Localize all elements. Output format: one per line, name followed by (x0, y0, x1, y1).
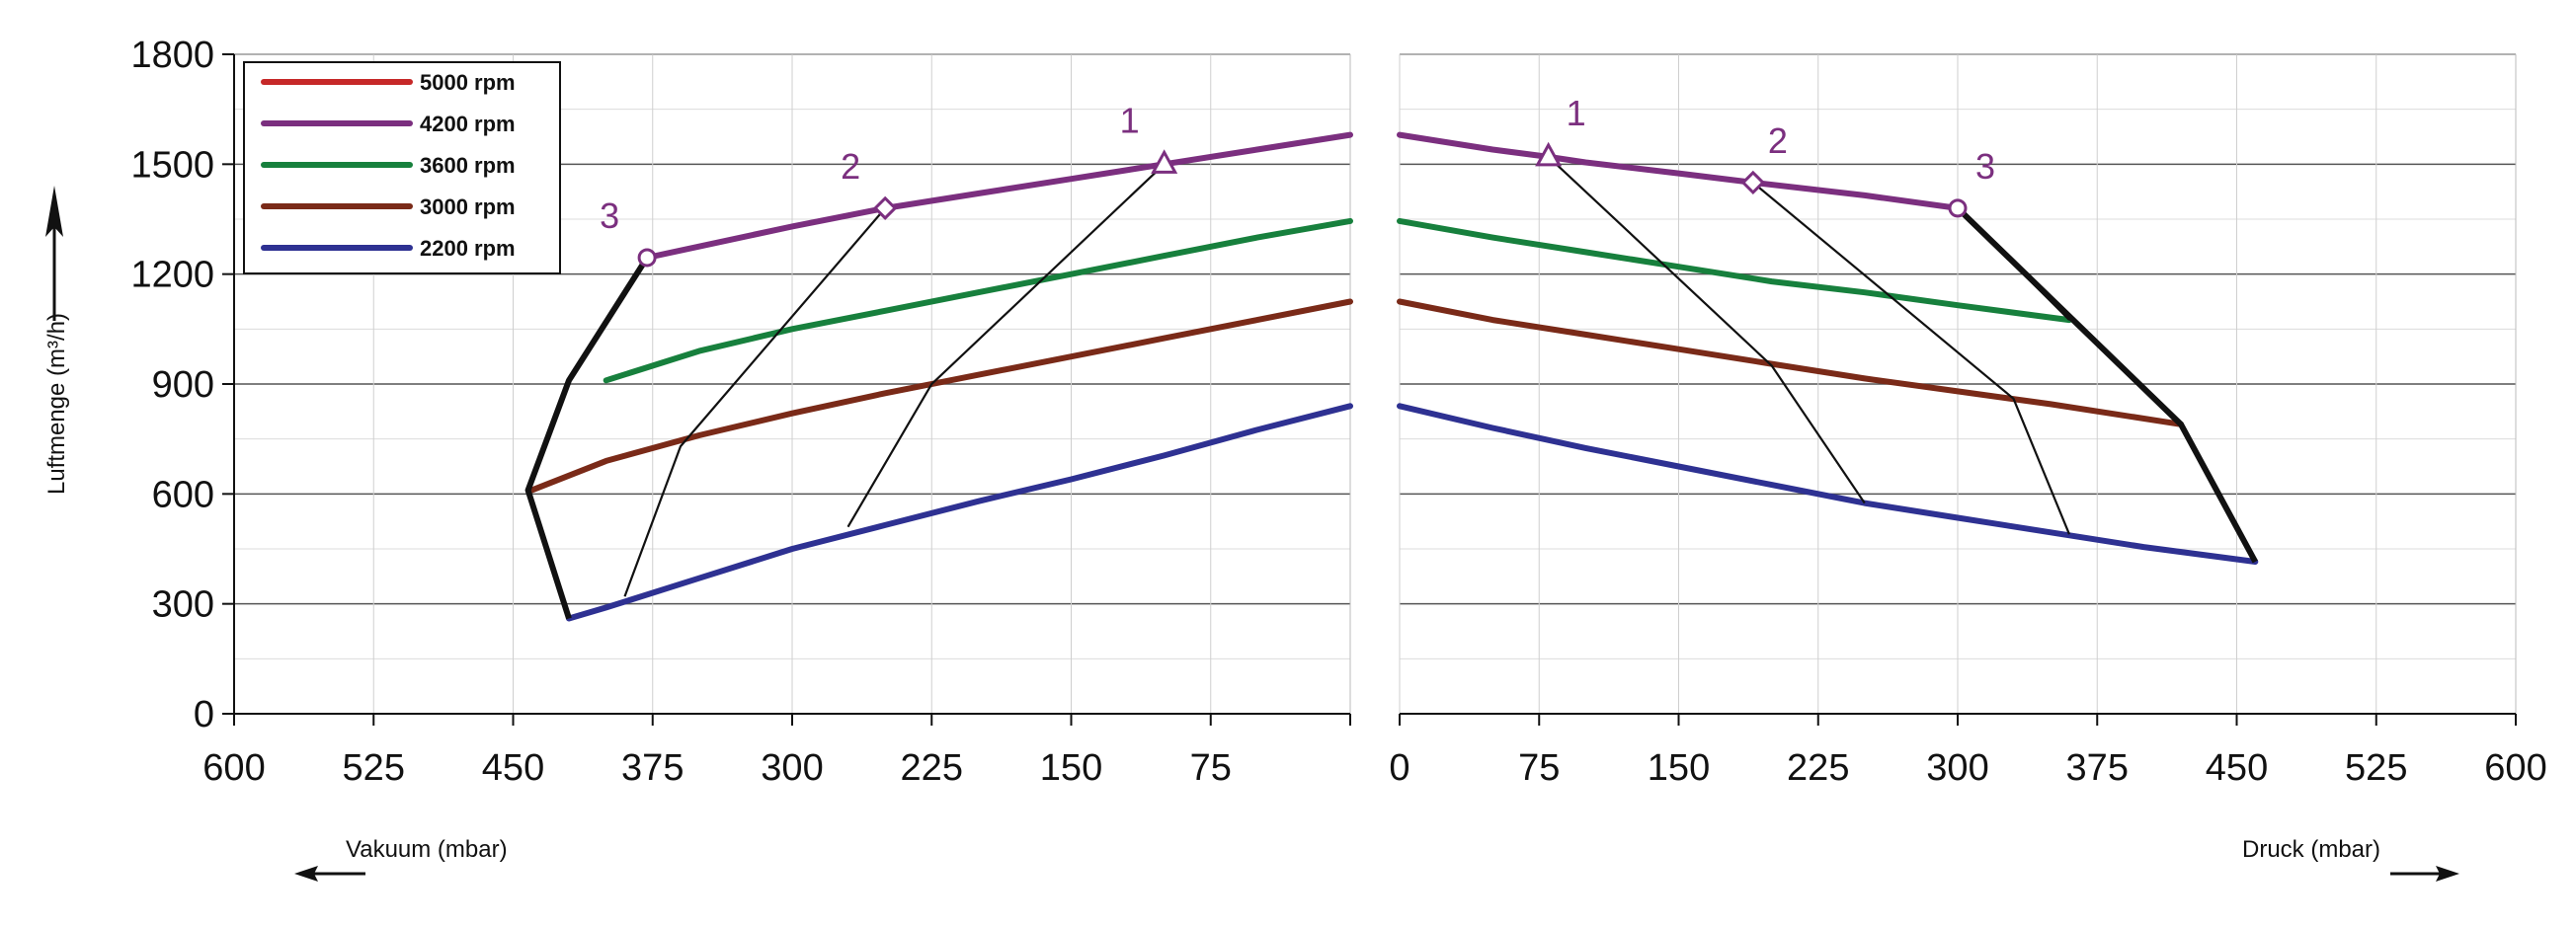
x-tick-label: 450 (2206, 747, 2268, 789)
point-label-pressure-3: 3 (1975, 146, 1995, 187)
point-label-vacuum-1: 1 (1120, 100, 1140, 140)
boundary-pressure (1955, 205, 2258, 564)
point-label-pressure-1: 1 (1567, 93, 1586, 133)
point-label-vacuum-3: 3 (600, 195, 619, 236)
legend: 5000 rpm 4200 rpm 3600 rpm 3000 rpm 2200 rpm (243, 61, 561, 274)
y-tick-label: 300 (152, 584, 214, 626)
boundary-vacuum (524, 256, 650, 620)
legend-label-2200-rpm: 2200 rpm (420, 236, 516, 261)
x-tick-label: 150 (1040, 747, 1102, 789)
series-4200-rpm-vacuum (644, 131, 1353, 261)
legend-label-5000-rpm: 5000 rpm (420, 70, 516, 95)
operating-line-vacuum-2 (623, 207, 887, 597)
series-3600-rpm-vacuum (603, 217, 1353, 384)
marker-circle-vacuum (637, 248, 657, 268)
marker-diamond-pressure (1740, 170, 1765, 195)
y-axis-arrow-head (45, 186, 63, 237)
x-tick-label: 600 (2484, 747, 2546, 789)
x-tick-label: 300 (1926, 747, 1988, 789)
axes (222, 53, 2517, 726)
y-tick-label: 1500 (130, 144, 214, 186)
series-2200-rpm-vacuum (566, 403, 1353, 622)
y-tick-label: 0 (194, 694, 214, 735)
marker-circle-pressure (1948, 198, 1968, 218)
x-axis-title-pressure: Druck (mbar) (2242, 836, 2380, 863)
x-tick-label: 225 (901, 747, 963, 789)
x-tick-label: 300 (761, 747, 823, 789)
marker-triangle-pressure (1535, 141, 1563, 167)
x-tick-label: 375 (2066, 747, 2129, 789)
y-axis-title: Luftmenge (m³/h) (43, 313, 70, 495)
point-label-vacuum-2: 2 (841, 146, 860, 187)
x-tick-label: 75 (1518, 747, 1560, 789)
series-4200-rpm-pressure (1397, 131, 1961, 211)
y-tick-label: 900 (152, 364, 214, 406)
vacuum-arrow-head (294, 866, 318, 882)
marked-points: 1 2 3 1 2 3 (600, 93, 1995, 268)
series-3000-rpm-pressure (1397, 298, 2184, 427)
x-tick-label: 450 (482, 747, 544, 789)
operating-line-pressure-2 (1752, 182, 2071, 535)
x-tick-label: 525 (2345, 747, 2407, 789)
x-tick-label: 225 (1787, 747, 1849, 789)
x-tick-label: 75 (1190, 747, 1232, 789)
y-tick-label: 1200 (130, 255, 214, 296)
series-lines (528, 131, 2259, 622)
legend-label-3000-rpm: 3000 rpm (420, 194, 516, 219)
series-2200-rpm-pressure (1397, 403, 2259, 565)
point-label-pressure-2: 2 (1768, 120, 1788, 161)
x-tick-label: 375 (621, 747, 684, 789)
marker-triangle-vacuum (1151, 149, 1178, 174)
x-axis-title-vacuum: Vakuum (mbar) (346, 836, 508, 863)
y-tick-label: 1800 (130, 35, 214, 76)
x-tick-label: 600 (202, 747, 265, 789)
x-tick-label: 0 (1389, 747, 1409, 789)
x-tick-label: 525 (343, 747, 405, 789)
legend-label-4200-rpm: 4200 rpm (420, 112, 516, 136)
series-3000-rpm-vacuum (528, 298, 1353, 494)
x-tick-label: 150 (1648, 747, 1710, 789)
y-tick-label: 600 (152, 474, 214, 515)
series-3600-rpm-pressure (1397, 217, 2072, 324)
pressure-arrow-head (2436, 866, 2459, 882)
operating-line-vacuum-1 (846, 163, 1166, 528)
operating-line-pressure-1 (1547, 156, 1866, 504)
legend-label-3600-rpm: 3600 rpm (420, 153, 516, 178)
marker-diamond-vacuum (873, 195, 898, 220)
boundary-lines (524, 205, 2258, 620)
